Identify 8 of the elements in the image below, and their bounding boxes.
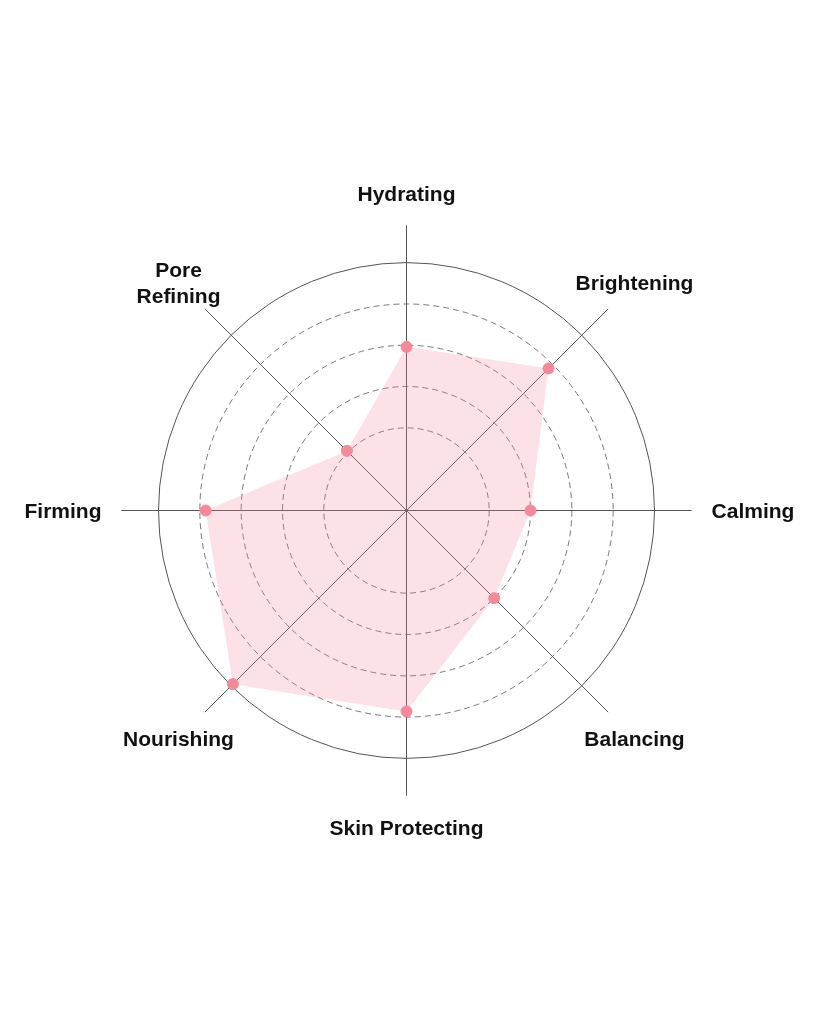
spoke-label: Firming — [24, 499, 102, 522]
spoke-label: Balancing — [584, 726, 685, 750]
spoke-label: Brightening — [575, 271, 694, 295]
spoke-label: Nourishing — [123, 726, 234, 750]
spoke-label: Calming — [711, 499, 795, 522]
spoke-label: Skin Protecting — [329, 815, 484, 839]
spoke-label: Pore Refining — [136, 257, 221, 308]
spoke-label: Hydrating — [357, 182, 456, 206]
